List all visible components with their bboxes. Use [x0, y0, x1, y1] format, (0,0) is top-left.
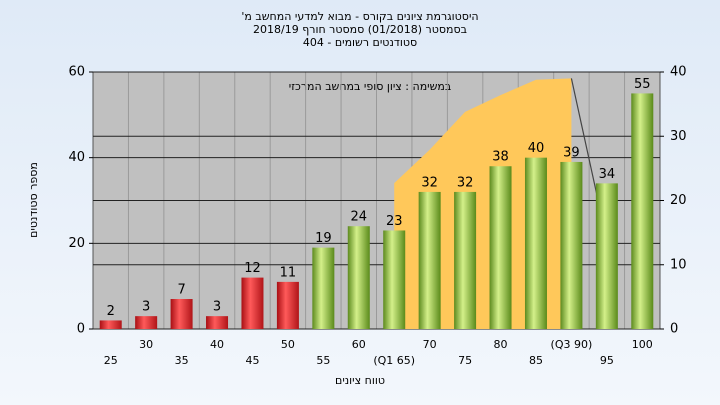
- value-label: 19: [315, 231, 332, 246]
- value-label: 39: [563, 145, 580, 160]
- value-label: 40: [528, 141, 545, 156]
- x-tick-label: 45: [245, 354, 259, 367]
- x-tick-label: 40: [210, 338, 224, 351]
- x-tick-label: 95: [600, 354, 614, 367]
- x-tick-label: (Q1 65): [373, 354, 415, 367]
- bar: [560, 161, 583, 329]
- value-label: 32: [457, 175, 474, 190]
- bar: [312, 247, 335, 329]
- value-label: 2: [107, 304, 115, 319]
- x-tick-label: 80: [494, 338, 508, 351]
- value-label: 34: [599, 167, 616, 182]
- value-label: 7: [177, 283, 185, 298]
- x-tick-label: 30: [139, 338, 153, 351]
- bar: [276, 281, 299, 329]
- bar: [99, 320, 122, 329]
- bar: [631, 93, 654, 330]
- value-label: 3: [213, 300, 221, 315]
- x-tick-label: (Q3 90): [551, 338, 593, 351]
- bar: [489, 166, 512, 329]
- annotation: במשימה : ציון סופי במחשב המרכזי: [289, 80, 452, 93]
- value-label: 12: [244, 261, 261, 276]
- y2-tick-label: 20: [670, 193, 687, 208]
- x-axis-label: טווח ציונים: [335, 374, 385, 387]
- value-label: 24: [351, 210, 368, 225]
- y-axis-label: מספר סטודנטים: [27, 162, 40, 238]
- bar: [383, 230, 406, 329]
- bar: [241, 277, 264, 329]
- x-tick-label: 100: [632, 338, 653, 351]
- y-tick-label: 0: [77, 322, 85, 337]
- value-label: 38: [492, 150, 509, 165]
- y-tick-label: 60: [68, 65, 85, 80]
- x-tick-label: 55: [316, 354, 330, 367]
- x-tick-label: 75: [458, 354, 472, 367]
- bar: [524, 157, 547, 329]
- chart-subtitle: בסמסטר (01/2018) סמסטר חורף 2018/19: [253, 23, 467, 36]
- chart-subtitle: סטודנטים רשומים - 404: [303, 36, 417, 49]
- x-tick-label: 70: [423, 338, 437, 351]
- chart-title: היסטוגרמת ציונים בקורס - מבוא למדעי המחש…: [241, 10, 478, 23]
- x-tick-label: 35: [175, 354, 189, 367]
- y2-tick-label: 0: [670, 322, 678, 337]
- x-tick-label: 60: [352, 338, 366, 351]
- bar: [347, 226, 370, 329]
- x-tick-label: 25: [104, 354, 118, 367]
- y2-tick-label: 10: [670, 257, 687, 272]
- value-label: 55: [634, 77, 651, 92]
- x-tick-label: 50: [281, 338, 295, 351]
- y-tick-label: 40: [68, 150, 85, 165]
- value-label: 32: [421, 175, 438, 190]
- y2-tick-label: 30: [670, 129, 687, 144]
- x-tick-label: 85: [529, 354, 543, 367]
- bar: [135, 316, 158, 329]
- bar: [595, 183, 618, 329]
- value-label: 23: [386, 214, 403, 229]
- bar: [170, 299, 193, 329]
- bar: [206, 316, 229, 329]
- y2-tick-label: 40: [670, 65, 687, 80]
- y-tick-label: 20: [68, 236, 85, 251]
- value-label: 3: [142, 300, 150, 315]
- value-label: 11: [280, 265, 297, 280]
- bar: [454, 191, 477, 329]
- bar: [418, 191, 441, 329]
